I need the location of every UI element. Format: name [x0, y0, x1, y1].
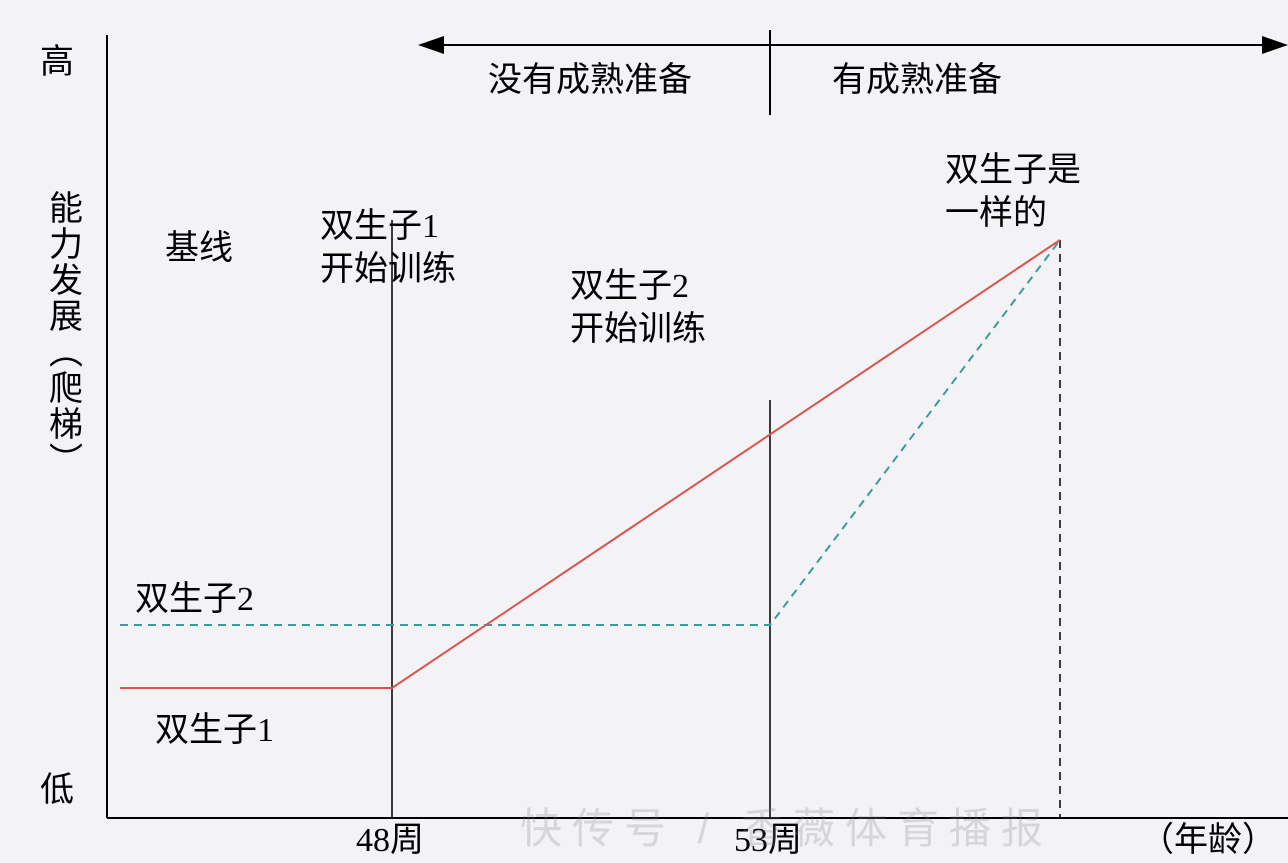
header-right-label: 有成熟准备 [832, 60, 1002, 103]
xtick-48: 48周 [356, 820, 424, 863]
x-end-label: （年龄） [1140, 820, 1276, 863]
convergence-label: 双生子是 一样的 [945, 150, 1081, 235]
baseline-label: 基线 [165, 228, 233, 271]
watermark: 快传号 / 香薇体育播报 [520, 795, 1053, 856]
twin1-line-label: 双生子1 [155, 710, 274, 753]
y-axis-label: 能力发展（爬梯） [40, 190, 83, 478]
twin1-start-label: 双生子1 开始训练 [320, 206, 456, 291]
y-bottom-label: 低 [40, 770, 74, 813]
chart-container: 高 低 能力发展（爬梯） 没有成熟准备 有成熟准备 基线 双生子1 开始训练 双… [0, 0, 1288, 852]
y-top-label: 高 [40, 42, 74, 85]
header-arrow-left [418, 36, 444, 54]
twin2-line-label: 双生子2 [135, 579, 254, 622]
twin2-start-label: 双生子2 开始训练 [570, 266, 706, 351]
header-left-label: 没有成熟准备 [488, 60, 692, 103]
header-arrow-right [1262, 36, 1288, 54]
